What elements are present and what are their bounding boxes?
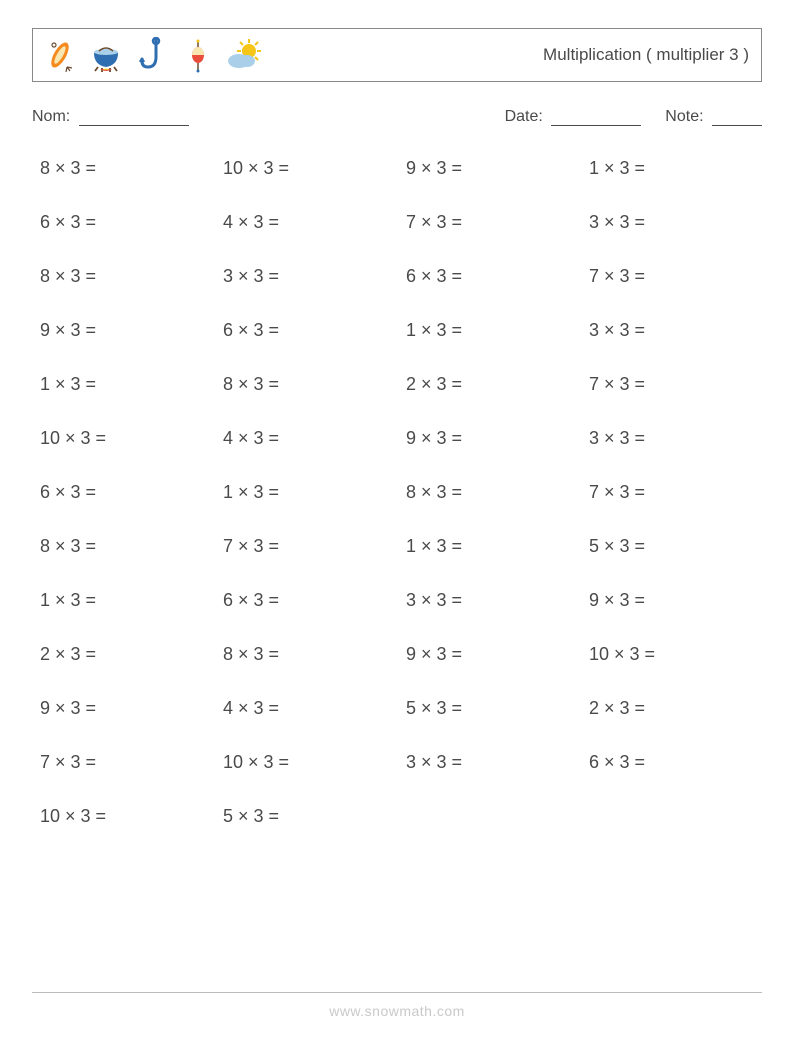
problem-cell: 8 × 3 = [40,266,213,287]
problem-cell: 8 × 3 = [223,644,396,665]
problem-cell: 1 × 3 = [40,374,213,395]
note-field: Note: [665,108,762,126]
sun-cloud-icon [225,36,263,74]
float-icon [179,36,217,74]
date-line [551,125,641,126]
problem-cell: 5 × 3 = [589,536,762,557]
problem-cell: 3 × 3 = [406,590,579,611]
problem-cell: 10 × 3 = [223,158,396,179]
problem-cell: 6 × 3 = [40,482,213,503]
problem-empty [589,806,762,827]
problem-cell: 7 × 3 = [589,374,762,395]
problem-empty [406,806,579,827]
header-box: Multiplication ( multiplier 3 ) [32,28,762,82]
problem-cell: 6 × 3 = [223,320,396,341]
problem-cell: 6 × 3 = [223,590,396,611]
problem-cell: 3 × 3 = [406,752,579,773]
problem-cell: 1 × 3 = [223,482,396,503]
problem-cell: 8 × 3 = [406,482,579,503]
note-label: Note: [665,108,703,125]
date-label: Date: [505,108,543,125]
problem-cell: 3 × 3 = [223,266,396,287]
watermark: www.snowmath.com [0,1003,794,1019]
header-icons [41,36,263,74]
problem-cell: 4 × 3 = [223,212,396,233]
problems-grid: 8 × 3 = 10 × 3 = 9 × 3 = 1 × 3 = 6 × 3 = 4 × … [32,158,762,827]
problem-cell: 2 × 3 = [589,698,762,719]
worksheet-title: Multiplication ( multiplier 3 ) [543,45,749,65]
problem-cell: 6 × 3 = [589,752,762,773]
problem-cell: 1 × 3 = [40,590,213,611]
problem-cell: 1 × 3 = [406,536,579,557]
problem-cell: 2 × 3 = [406,374,579,395]
problem-cell: 9 × 3 = [406,644,579,665]
date-field: Date: [505,108,642,126]
footer-divider [32,992,762,993]
name-line [79,125,189,126]
problem-cell: 10 × 3 = [589,644,762,665]
problem-cell: 8 × 3 = [40,158,213,179]
lure-icon [41,36,79,74]
problem-cell: 10 × 3 = [223,752,396,773]
problem-cell: 1 × 3 = [589,158,762,179]
problem-cell: 5 × 3 = [223,806,396,827]
name-label: Nom: [32,108,70,125]
cauldron-icon [87,36,125,74]
problem-cell: 6 × 3 = [406,266,579,287]
problem-cell: 10 × 3 = [40,806,213,827]
problem-cell: 4 × 3 = [223,698,396,719]
problem-cell: 7 × 3 = [223,536,396,557]
info-row: Nom: Date: Note: [32,108,762,126]
problem-cell: 8 × 3 = [40,536,213,557]
problem-cell: 3 × 3 = [589,212,762,233]
problem-cell: 9 × 3 = [406,428,579,449]
problem-cell: 8 × 3 = [223,374,396,395]
problem-cell: 7 × 3 = [589,482,762,503]
problem-cell: 10 × 3 = [40,428,213,449]
problem-cell: 9 × 3 = [589,590,762,611]
problem-cell: 7 × 3 = [40,752,213,773]
problem-cell: 5 × 3 = [406,698,579,719]
problem-cell: 7 × 3 = [589,266,762,287]
problem-cell: 9 × 3 = [40,698,213,719]
problem-cell: 7 × 3 = [406,212,579,233]
problem-cell: 9 × 3 = [40,320,213,341]
name-field: Nom: [32,108,189,126]
problem-cell: 3 × 3 = [589,320,762,341]
note-line [712,125,762,126]
problem-cell: 3 × 3 = [589,428,762,449]
problem-cell: 4 × 3 = [223,428,396,449]
problem-cell: 6 × 3 = [40,212,213,233]
problem-cell: 1 × 3 = [406,320,579,341]
hook-icon [133,36,171,74]
problem-cell: 2 × 3 = [40,644,213,665]
problem-cell: 9 × 3 = [406,158,579,179]
